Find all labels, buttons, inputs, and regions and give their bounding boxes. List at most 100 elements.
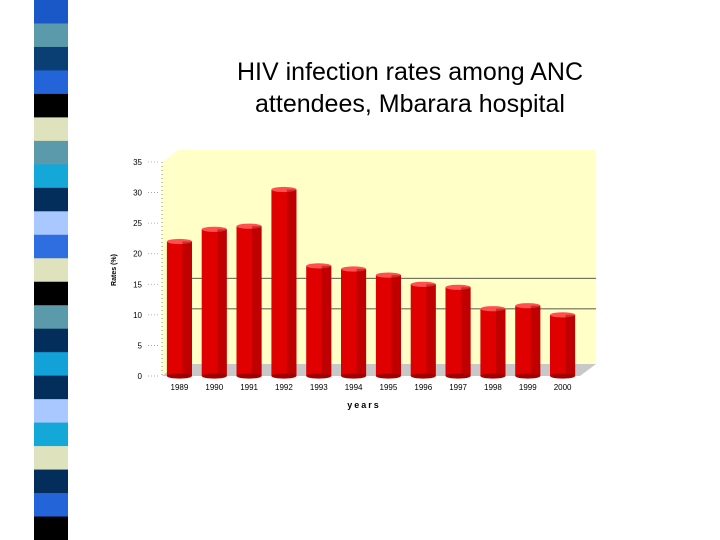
y-tick-label: 25 [133, 219, 142, 228]
y-tick-label: 15 [133, 280, 142, 289]
x-tick-label: 1992 [275, 383, 293, 392]
bar-top-1995 [375, 272, 401, 278]
bar-top-1996 [410, 281, 436, 287]
bar-shade-2000 [565, 314, 576, 376]
bar-1994 [341, 269, 367, 376]
stripe-band [34, 422, 68, 447]
bar-1995 [375, 275, 401, 376]
slide-title: HIV infection rates among ANC attendees,… [140, 56, 680, 120]
x-tick-label: 1994 [345, 383, 363, 392]
x-tick-label: 1995 [380, 383, 398, 392]
bar-1990 [201, 229, 227, 376]
bar-base-1998 [480, 373, 506, 379]
stripe-band [34, 234, 68, 259]
y-axis-ticks: 0 5 10 15 20 25 30 35 [133, 158, 158, 381]
stripe-band [34, 117, 68, 142]
slide-title-line-2: attendees, Mbarara hospital [255, 90, 565, 118]
bar-shade-1995 [391, 275, 401, 376]
y-tick-label: 0 [138, 372, 143, 381]
bar-base-2000 [550, 373, 576, 379]
bar-base-1996 [410, 373, 436, 379]
bar-top-2000 [550, 312, 576, 318]
x-axis-ticks: 1989 1990 1991 1992 1993 1994 1995 1996 1997 1998… [171, 383, 573, 392]
bar-shade-1997 [461, 287, 471, 376]
decorative-color-stripe [0, 0, 68, 540]
stripe-band [34, 164, 68, 189]
bar-shade-1991 [252, 226, 262, 376]
stripe-band [34, 187, 68, 212]
y-tick-label: 30 [133, 189, 142, 198]
bar-base-1989 [166, 373, 192, 379]
stripe-band [34, 305, 68, 330]
bar-1993 [306, 265, 332, 376]
stripe-band [34, 93, 68, 118]
stripe-band [34, 281, 68, 306]
bar-top-1994 [341, 266, 367, 272]
bar-top-1997 [445, 284, 471, 290]
x-tick-label: 1990 [205, 383, 223, 392]
x-tick-label: 1999 [519, 383, 537, 392]
y-tick-label: 20 [133, 250, 142, 259]
bar-base-1990 [201, 373, 227, 379]
bar-1992 [271, 189, 297, 376]
stripe-band [34, 46, 68, 71]
y-tick-label: 5 [138, 341, 143, 350]
x-tick-label: 1997 [449, 383, 467, 392]
x-tick-label: 2000 [554, 383, 572, 392]
bar-shade-1998 [495, 308, 506, 376]
bar-base-1999 [515, 373, 541, 379]
bar-1989 [166, 241, 192, 376]
bar-top-1999 [515, 303, 541, 309]
bars [166, 186, 576, 379]
bar-base-1993 [306, 373, 332, 379]
stripe-band [34, 516, 68, 540]
y-tick-label: 35 [133, 158, 142, 167]
x-axis-label: years [347, 400, 381, 410]
stripe-band [34, 70, 68, 95]
stripe-band [34, 0, 68, 24]
x-tick-label: 1993 [310, 383, 328, 392]
bar-top-1998 [480, 306, 506, 312]
stripe-band [34, 23, 68, 48]
bar-base-1991 [236, 373, 262, 379]
stripe-band [34, 399, 68, 424]
bar-2000 [550, 314, 576, 376]
slide-title-line-1: HIV infection rates among ANC [237, 58, 583, 86]
bar-shade-1994 [356, 269, 367, 376]
x-tick-label: 1998 [484, 383, 502, 392]
bar-base-1997 [445, 373, 471, 379]
bar-base-1994 [341, 373, 367, 379]
stripe-band [34, 211, 68, 236]
stripe-band [34, 375, 68, 400]
stripe-band [34, 446, 68, 471]
stripe-band [34, 352, 68, 377]
bar-shade-1992 [286, 189, 297, 376]
stripe-gap [0, 0, 34, 540]
bar-base-1992 [271, 373, 297, 379]
stripe-band [34, 258, 68, 283]
bar-1999 [515, 305, 541, 376]
bar-top-1993 [306, 263, 332, 269]
bar-shade-1990 [217, 229, 227, 376]
bar-1997 [445, 287, 471, 376]
bar-shade-1999 [530, 305, 541, 376]
bar-top-1992 [271, 186, 297, 193]
stripe-band [34, 493, 68, 518]
bar-1991 [236, 226, 262, 376]
bar-1998 [480, 308, 506, 376]
stripe-band [34, 328, 68, 353]
bar-top-1989 [166, 238, 192, 245]
bar-shade-1989 [182, 241, 192, 376]
bar-base-1995 [375, 373, 401, 379]
y-tick-label: 10 [133, 311, 142, 320]
x-tick-label: 1989 [171, 383, 189, 392]
bar-1996 [410, 284, 436, 376]
bar-shade-1993 [321, 265, 332, 376]
bar-shade-1996 [426, 284, 436, 376]
x-tick-label: 1996 [414, 383, 432, 392]
stripe-band [34, 140, 68, 165]
y-axis-label: Rates (%) [111, 254, 118, 286]
bar-top-1990 [201, 226, 227, 232]
x-tick-label: 1991 [240, 383, 258, 392]
